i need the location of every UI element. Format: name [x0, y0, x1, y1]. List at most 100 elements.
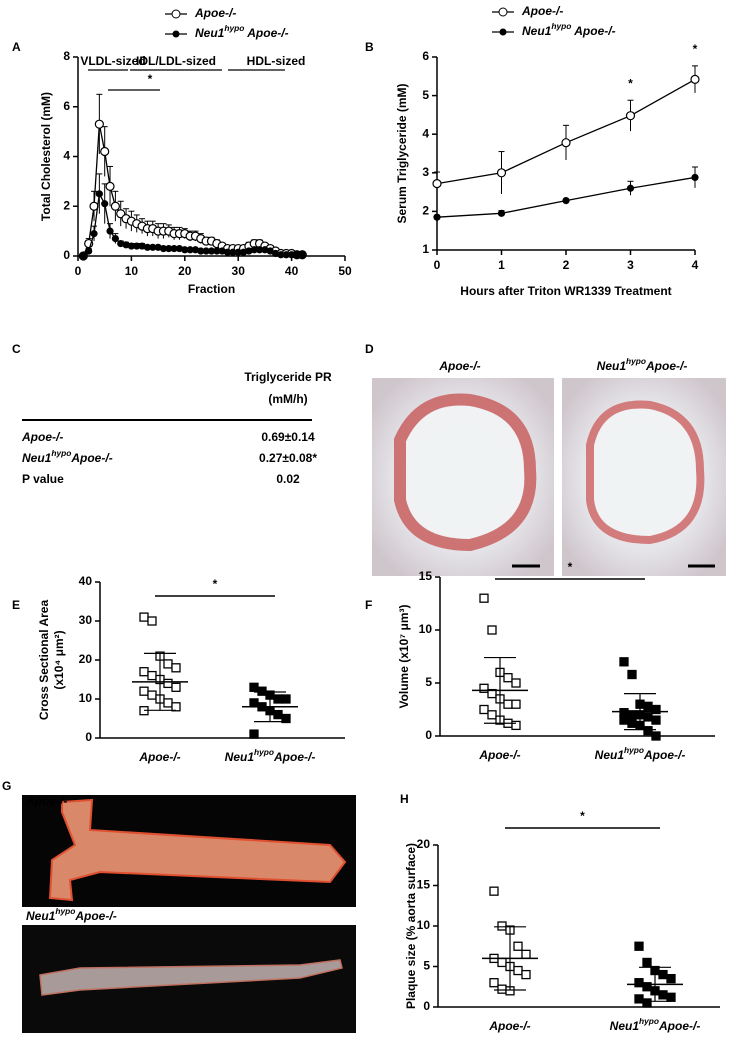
- y-tick-label: 2: [63, 198, 70, 212]
- label: Neu1hypo Apoe-/-: [195, 23, 289, 40]
- point: [171, 682, 181, 692]
- label-part: Apoe-/-: [438, 359, 480, 373]
- y-tick-label: 40: [79, 574, 93, 588]
- point: [139, 686, 149, 696]
- point: [634, 978, 644, 988]
- point: [432, 179, 442, 189]
- vessel-section: [586, 400, 705, 545]
- label-part: Neu1: [610, 1019, 640, 1033]
- label: Neu1hypoApoe-/-: [595, 745, 686, 762]
- x-tick-label: 0: [75, 264, 82, 278]
- y-tick-label: 10: [417, 918, 431, 932]
- label-part: Apoe-/-: [478, 748, 520, 762]
- annotation: HDL-sized: [247, 54, 306, 68]
- y-tick-label: 10: [419, 622, 433, 636]
- point: [503, 673, 513, 683]
- y-tick-label: 6: [63, 99, 70, 113]
- point: [281, 694, 291, 704]
- point: [487, 625, 497, 635]
- label: Neu1hypoApoe-/-: [597, 356, 688, 373]
- point: [643, 701, 653, 711]
- point: [487, 688, 497, 699]
- label: Apoe-/-: [21, 430, 63, 444]
- point: [249, 682, 259, 692]
- label: Apoe-/-: [488, 1019, 530, 1033]
- y-axis-label: Cross Sectional Area: [37, 600, 51, 721]
- label-part: hypo: [254, 747, 274, 757]
- point: [497, 921, 507, 931]
- x-tick-label: 20: [178, 264, 192, 278]
- y-tick-label: 5: [422, 88, 429, 102]
- table-cell: 0.69±0.14: [261, 430, 315, 444]
- point: [521, 949, 531, 959]
- x-tick-label: 50: [338, 264, 352, 278]
- significance: *: [580, 809, 585, 823]
- point: [658, 969, 668, 980]
- point: [163, 698, 173, 708]
- point: [273, 709, 283, 720]
- point: [163, 678, 173, 689]
- label: Neu1hypoApoe-/-: [22, 448, 113, 465]
- y-tick-label: 0: [85, 730, 92, 744]
- y-axis-label: (x10⁴ μm²): [52, 630, 66, 689]
- point: [626, 184, 635, 192]
- label-part: Apoe-/-: [488, 1019, 530, 1033]
- legend-marker: [172, 30, 180, 38]
- annotation: VLDL-sized: [80, 54, 145, 68]
- point: [487, 710, 497, 720]
- label: Apoe-/-: [138, 750, 180, 764]
- label: Neu1hypoApoe-/-: [225, 747, 316, 764]
- point: [139, 667, 149, 677]
- point: [521, 969, 531, 980]
- label-part: Apoe-/-: [138, 750, 180, 764]
- label-part: Apoe-/-: [70, 451, 112, 465]
- panel-label: F: [365, 598, 372, 612]
- label-part: Apoe-/-: [21, 430, 63, 444]
- y-tick-label: 4: [63, 149, 70, 163]
- point: [171, 702, 181, 712]
- label-part: Apoe-/-: [273, 750, 315, 764]
- point: [496, 168, 507, 178]
- point: [111, 234, 119, 243]
- point: [249, 729, 259, 739]
- label-part: Apoe-/-: [74, 909, 116, 923]
- x-tick-label: 4: [692, 258, 699, 272]
- label-part: Neu1: [225, 750, 255, 764]
- label: Apoe-/-: [25, 794, 67, 808]
- label-part: Apoe-/-: [194, 6, 236, 20]
- significance: *: [213, 577, 218, 591]
- significance: *: [568, 560, 573, 574]
- point: [90, 230, 98, 238]
- label-part: hypo: [639, 1016, 659, 1026]
- label-part: Apoe-/-: [521, 4, 563, 18]
- table-cell: 0.27±0.08*: [259, 451, 317, 465]
- point: [497, 957, 507, 968]
- table-cell: 0.02: [276, 472, 300, 486]
- point: [619, 715, 629, 725]
- point: [642, 957, 652, 968]
- label: Neu1hypoApoe-/-: [26, 906, 117, 923]
- point: [691, 173, 699, 182]
- table-header: Triglyceride PR: [244, 370, 332, 384]
- y-tick-label: 0: [423, 999, 430, 1013]
- point: [497, 984, 507, 994]
- point: [666, 974, 676, 984]
- point: [95, 190, 103, 198]
- y-tick-label: 10: [79, 691, 93, 705]
- y-tick-label: 5: [423, 959, 430, 973]
- x-tick-label: 3: [627, 258, 634, 272]
- label-part: Neu1: [22, 451, 52, 465]
- panel-label: E: [12, 598, 20, 612]
- label-part: hypo: [51, 448, 71, 458]
- label-part: Neu1: [522, 24, 552, 38]
- label: Apoe-/-: [194, 6, 236, 20]
- point: [105, 181, 115, 191]
- histology-images: [372, 378, 726, 576]
- point: [147, 670, 157, 681]
- aorta-images: [22, 795, 356, 1033]
- x-tick-label: 40: [285, 264, 299, 278]
- y-tick-label: 0: [63, 248, 70, 262]
- x-tick-label: 1: [498, 258, 505, 272]
- panel-label: B: [365, 40, 374, 54]
- y-tick-label: 3: [422, 165, 429, 179]
